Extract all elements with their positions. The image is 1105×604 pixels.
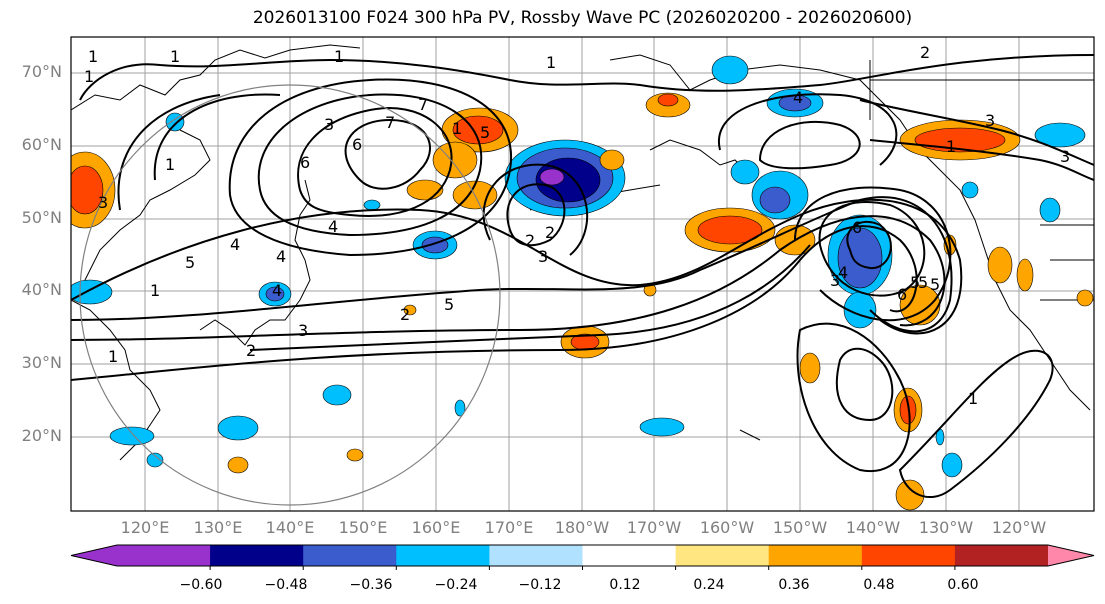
contour-label: 6 [852, 218, 862, 237]
lon-label: 120°E [120, 518, 170, 537]
map-title: 2026013100 F024 300 hPa PV, Rossby Wave … [252, 8, 913, 28]
analysis-domain-circle [79, 84, 501, 506]
colorbar-tick-label: 0.24 [693, 577, 725, 593]
contour-label: 4 [328, 217, 338, 236]
colorbar-segment [675, 545, 770, 566]
lon-label: 120°W [991, 518, 1047, 537]
colorbar-outline [70, 544, 1095, 567]
contour-label: 2 [400, 305, 410, 324]
lat-label: 50°N [21, 208, 62, 227]
colorbar-tick-label: 0.36 [778, 577, 810, 593]
lon-label: 150°W [772, 518, 828, 537]
lon-label: 170°W [626, 518, 682, 537]
lon-label: 170°E [484, 518, 534, 537]
colorbar-segment [210, 545, 304, 566]
contour-label: 4 [276, 247, 286, 266]
lat-label: 20°N [21, 426, 62, 445]
contour-label: 3 [324, 115, 334, 134]
contour-label: 1 [108, 347, 118, 366]
contour-label: 5 [930, 275, 940, 294]
contour-label: 6 [352, 135, 362, 154]
lat-label: 40°N [21, 280, 62, 299]
contour-label: 3 [538, 247, 548, 266]
lon-label: 140°W [845, 518, 901, 537]
pv-contours [71, 54, 1094, 499]
contour-label: 3 [985, 111, 995, 130]
contour-label: 1 [452, 119, 462, 138]
colorbar-tick-label: −0.60 [179, 577, 223, 593]
lat-label: 70°N [21, 62, 62, 81]
contour-label: 4 [838, 263, 848, 282]
lat-label: 30°N [21, 353, 62, 372]
lon-label: 130°W [918, 518, 974, 537]
colorbar-segment [768, 545, 863, 566]
colorbar-segment [396, 545, 490, 566]
colorbar-tick-label: 0.48 [863, 577, 895, 593]
lon-label: 140°E [265, 518, 315, 537]
contour-label: 3 [830, 271, 840, 290]
lon-label: 180°W [554, 518, 610, 537]
lon-label: 150°E [338, 518, 388, 537]
contour-label: 2 [920, 43, 930, 62]
contour-label: 2 [246, 341, 256, 360]
contour-label: 4 [272, 281, 282, 300]
colorbar-tick-label: 0.12 [609, 577, 641, 593]
contour-label: 5 [185, 253, 195, 272]
colorbar-segment [861, 545, 956, 566]
contour-label: 2 [525, 231, 535, 250]
contour-label: 5 [910, 273, 920, 292]
colorbar-tick-label: 0.60 [947, 577, 979, 593]
contour-label: 7 [385, 113, 395, 132]
contour-label: 1 [946, 137, 956, 156]
gridlines [71, 37, 1094, 511]
lon-label: 130°E [193, 518, 243, 537]
colorbar-segment [954, 545, 1049, 566]
colorbar-tick-label: −0.24 [434, 577, 478, 593]
colorbar-segment [117, 545, 211, 566]
colorbar-tick-label: −0.12 [518, 577, 562, 593]
colorbar-tick-label: −0.36 [349, 577, 393, 593]
colorbar-segment [582, 545, 677, 566]
contour-label: 2 [545, 223, 555, 242]
contour-label: 5 [480, 123, 490, 142]
lon-label: 160°E [411, 518, 461, 537]
contour-label: 5 [918, 273, 928, 292]
contour-label: 1 [84, 67, 94, 86]
colorbar-tick-label: −0.48 [264, 577, 308, 593]
colorbar [70, 544, 1095, 570]
map-frame [70, 36, 1095, 512]
contour-label: 1 [968, 389, 978, 408]
colorbar-segment [489, 545, 583, 566]
contour-label: 1 [88, 47, 98, 66]
colorbar-arrow-right [1048, 545, 1094, 566]
pv-anomaly-shading [71, 55, 1094, 511]
contour-label: 1 [165, 155, 175, 174]
colorbar-arrow-left [71, 545, 117, 566]
contour-label: 1 [546, 53, 556, 72]
contour-label: 3 [98, 193, 108, 212]
contour-label: 4 [793, 88, 803, 107]
contour-label: 7 [418, 95, 428, 114]
contour-labels: 1 1 1 2 3 4 5 6 7 5 4 3 2 1 5 6 4 3 2 1 … [84, 43, 1070, 408]
contour-label: 6 [300, 153, 310, 172]
lon-label: 160°W [699, 518, 755, 537]
contour-label: 5 [444, 295, 454, 314]
lat-label: 60°N [21, 135, 62, 154]
contour-label: 3 [298, 321, 308, 340]
contour-label: 6 [897, 285, 907, 304]
contour-label: 1 [334, 47, 344, 66]
contour-label: 4 [230, 235, 240, 254]
contour-label: 3 [1060, 147, 1070, 166]
contour-label: 1 [150, 281, 160, 300]
contour-label: 1 [170, 47, 180, 66]
colorbar-segment [303, 545, 397, 566]
